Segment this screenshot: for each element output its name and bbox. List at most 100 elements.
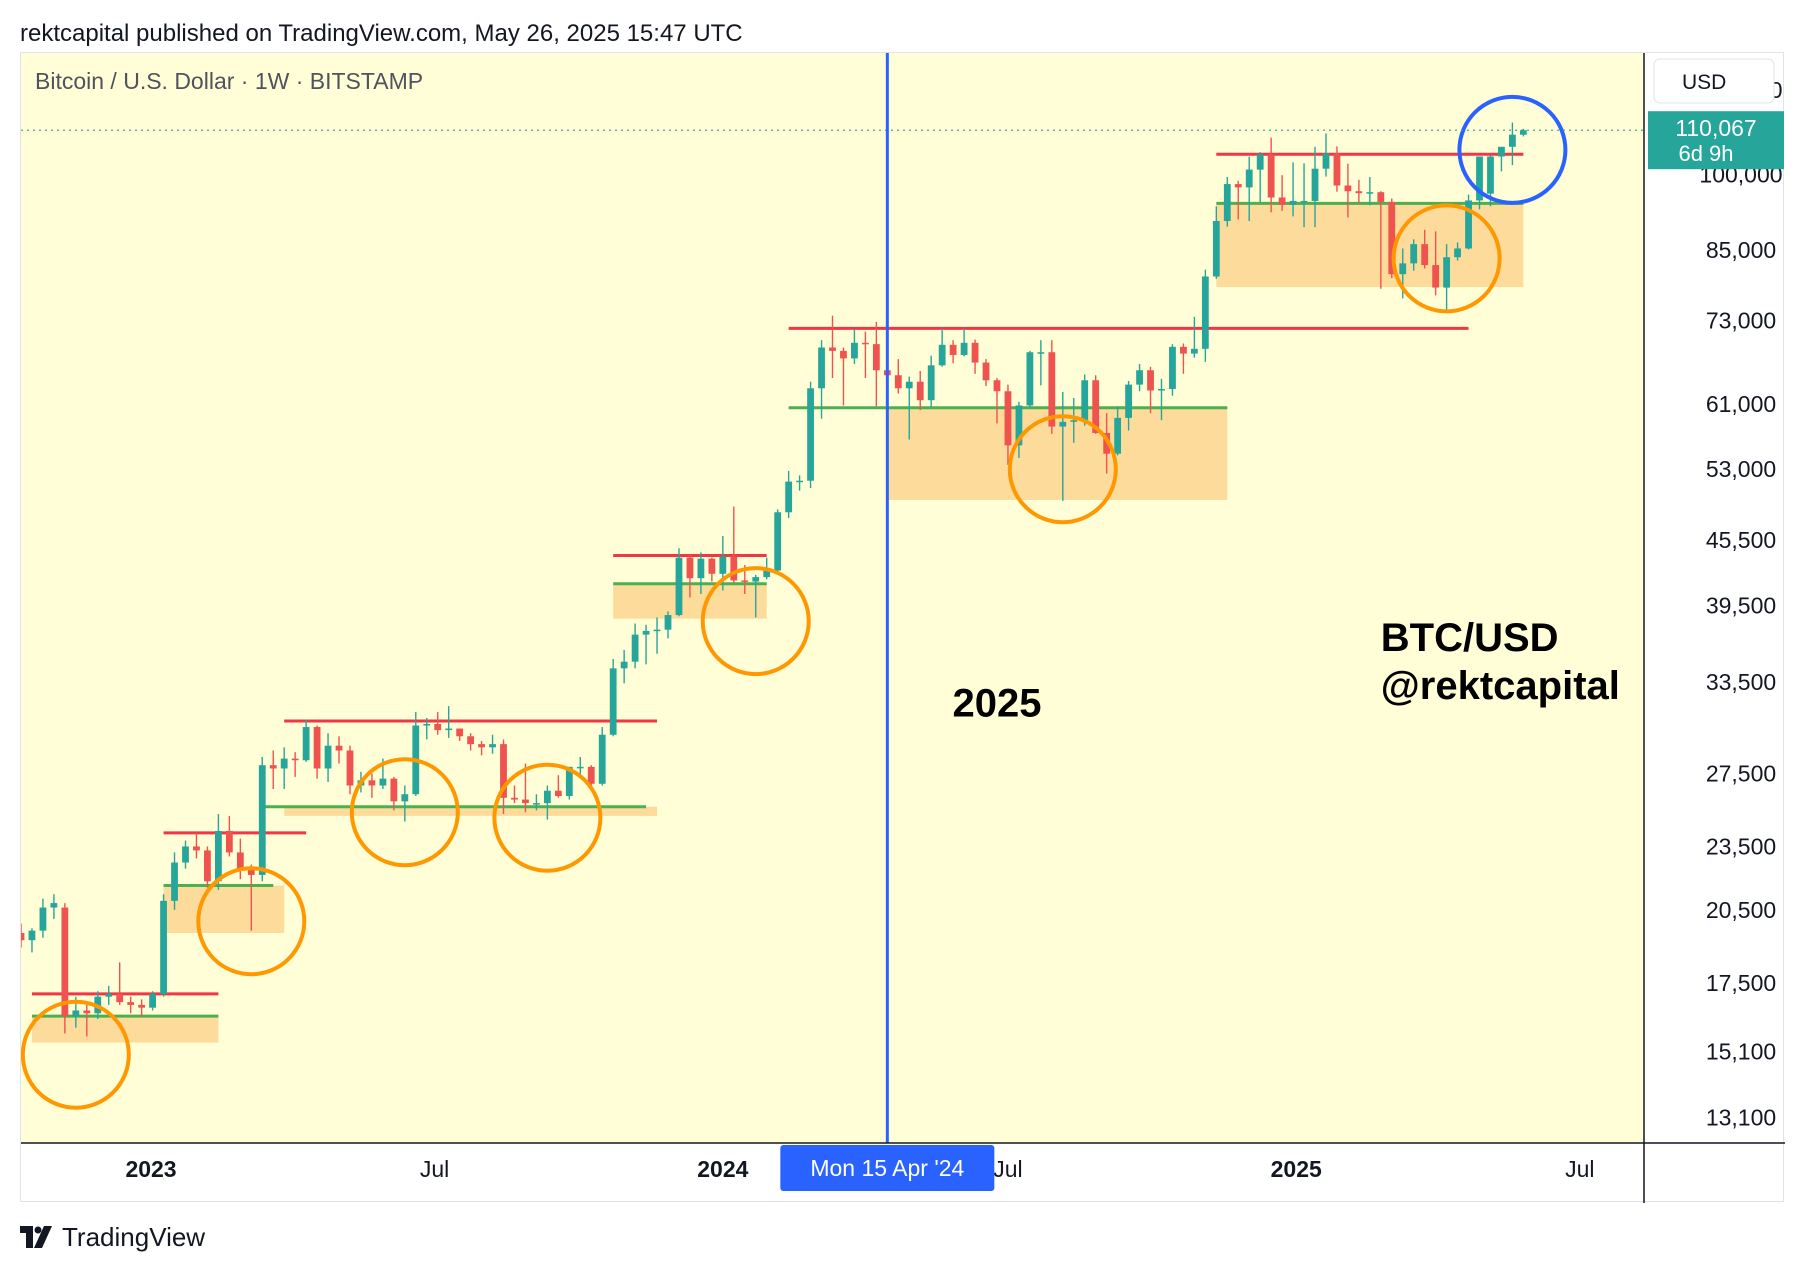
- candle: [1180, 343, 1187, 374]
- candle: [302, 719, 310, 762]
- candle: [1377, 191, 1385, 289]
- candle-body: [927, 365, 935, 401]
- candle-body: [1015, 405, 1023, 446]
- candle: [807, 381, 814, 488]
- candle-body: [774, 512, 782, 571]
- candle: [1015, 401, 1023, 458]
- candle: [554, 775, 562, 798]
- candle-body: [1399, 263, 1407, 275]
- candle-body: [675, 557, 683, 616]
- candle-body: [1454, 248, 1461, 258]
- price-axis: 120,000100,00085,00073,00061,00053,00045…: [1648, 77, 1784, 1131]
- candle-body: [686, 557, 694, 579]
- candle-body: [225, 830, 233, 853]
- price-tick-label: 33,500: [1706, 669, 1776, 695]
- candle: [50, 894, 58, 919]
- candle-body: [269, 765, 277, 769]
- candle-body: [1278, 197, 1286, 205]
- candle: [138, 999, 146, 1017]
- candle-body: [313, 727, 321, 769]
- candle: [1443, 244, 1451, 312]
- candle-body: [916, 381, 924, 401]
- candle-body: [905, 381, 913, 389]
- candle-body: [1300, 200, 1308, 203]
- candle: [960, 327, 968, 357]
- candle-body: [72, 1010, 80, 1017]
- tradingview-footer[interactable]: TradingView: [20, 1222, 205, 1252]
- highlight-circle-orange: [21, 999, 131, 1110]
- candle-body: [993, 380, 1001, 392]
- candle: [1410, 239, 1418, 271]
- candle-body: [379, 778, 387, 786]
- candle-body: [818, 347, 825, 389]
- candle: [840, 347, 847, 406]
- candle-body: [664, 615, 672, 630]
- candle-body: [1267, 154, 1275, 198]
- candle: [368, 773, 376, 798]
- candle: [291, 752, 299, 777]
- candle: [894, 359, 902, 394]
- candle-body: [1169, 346, 1176, 390]
- candle: [478, 740, 485, 756]
- candle: [324, 733, 332, 783]
- price-tick-label: 39,500: [1706, 593, 1776, 619]
- candle: [686, 555, 694, 598]
- candle-body: [258, 765, 266, 875]
- candle: [851, 329, 858, 364]
- candle: [982, 359, 990, 387]
- symbol-title: Bitcoin / U.S. Dollar · 1W · BITSTAMP: [35, 68, 423, 94]
- candle-body: [445, 728, 453, 731]
- candle-body: [1322, 153, 1330, 169]
- currency-button[interactable]: USD: [1653, 58, 1775, 104]
- candle: [752, 574, 760, 618]
- candle-body: [21, 933, 25, 941]
- candle: [511, 785, 518, 804]
- candle: [149, 991, 156, 1011]
- candle: [620, 649, 628, 684]
- candle-body: [971, 342, 979, 363]
- candle: [905, 376, 913, 440]
- candle-body: [61, 907, 69, 1017]
- candle: [818, 340, 825, 419]
- candle: [1223, 177, 1231, 227]
- candle: [774, 509, 782, 574]
- overlay-layer: 2025 BTC/USD@rektcapital: [21, 53, 1644, 1143]
- candle: [1158, 378, 1165, 421]
- price-tick-label: 53,000: [1706, 456, 1776, 482]
- candle: [1344, 163, 1352, 218]
- candle-body: [368, 780, 376, 786]
- candle-body: [982, 362, 990, 381]
- candle: [390, 776, 398, 811]
- zones-layer: [31, 203, 1524, 1043]
- candle: [258, 756, 266, 882]
- candle: [675, 548, 683, 617]
- candle: [269, 750, 277, 789]
- price-tick-label: 13,100: [1706, 1105, 1776, 1131]
- candle-body: [149, 993, 156, 1008]
- candle-body: [807, 388, 814, 481]
- highlight-circle-blue: [1457, 94, 1568, 205]
- candle-body: [1092, 380, 1100, 434]
- candle-body: [938, 344, 946, 366]
- candle: [116, 962, 124, 1005]
- candle-body: [1223, 184, 1231, 222]
- support-zone: [284, 806, 658, 816]
- currency-label: USD: [1682, 71, 1726, 94]
- candle: [1432, 231, 1440, 296]
- candle-body: [83, 1010, 91, 1014]
- candle-body: [1333, 153, 1341, 186]
- highlight-circle-orange: [349, 757, 460, 868]
- price-tick-label: 45,500: [1706, 527, 1776, 553]
- candle: [225, 815, 233, 857]
- candle: [1300, 163, 1308, 228]
- candle-body: [423, 723, 431, 726]
- candle: [971, 339, 979, 374]
- candle-body: [1256, 154, 1264, 170]
- candle: [1355, 179, 1363, 203]
- candle-body: [39, 907, 47, 931]
- candle-body: [1147, 370, 1154, 391]
- candle: [1278, 175, 1286, 211]
- last-price-value: 110,067: [1675, 115, 1756, 141]
